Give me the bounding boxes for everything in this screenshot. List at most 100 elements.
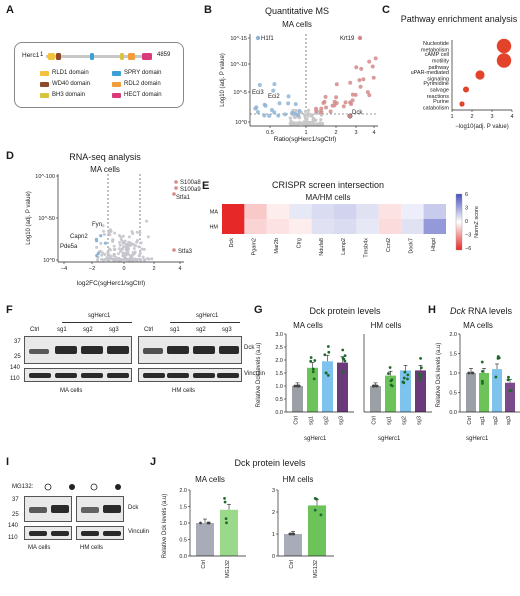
rnaseq-point	[102, 233, 106, 237]
bar-point	[506, 378, 510, 382]
rnaseq-point	[134, 258, 138, 262]
bar-ytick: 2.0	[179, 488, 187, 494]
blot-f-mw-110: 110	[10, 376, 20, 382]
heatmap-colorbar-tick: 6	[465, 192, 468, 198]
bar-point	[293, 384, 297, 388]
bar-point	[341, 348, 345, 352]
ms-point-ns	[303, 121, 307, 125]
ms-point-down	[290, 110, 295, 115]
blot-i-cells-left: MA cells	[28, 545, 51, 551]
blot-i-mw-37: 37	[12, 497, 19, 503]
bar-point	[403, 370, 407, 374]
blot-i-ma-vinculin	[24, 526, 72, 540]
bar-category-label: sg3	[506, 416, 512, 425]
rnaseq-point	[134, 244, 138, 248]
rnaseq-point	[146, 235, 150, 239]
ms-point-up	[322, 99, 327, 104]
bar-point	[225, 521, 228, 525]
rnaseq-point	[137, 245, 141, 249]
g-title: Dck protein levels	[309, 306, 381, 316]
bar-point	[224, 517, 228, 521]
ms-point-down	[276, 113, 281, 118]
rnaseq-point	[141, 255, 145, 259]
panel-label-g: G	[254, 304, 263, 316]
g-group-left: sgHerc1	[304, 436, 327, 442]
heatmap-col-label: Hbgd	[431, 238, 437, 251]
bar-ytick: 3.0	[275, 332, 283, 338]
heatmap-row-label: MA	[210, 210, 219, 216]
legend-swatch	[112, 70, 121, 76]
bar	[196, 523, 214, 556]
bar-point	[419, 366, 423, 370]
ms-point-ns	[318, 121, 322, 125]
rnaseq-point	[95, 245, 99, 249]
panel-label-e: E	[202, 180, 210, 192]
rnaseq-label-fyn: Fyn	[92, 222, 102, 228]
rnaseq-point	[108, 228, 112, 232]
bar-point	[471, 371, 475, 375]
bar-point	[494, 375, 498, 379]
rnaseq-point	[103, 252, 107, 256]
heatmap-col-label: Ccnl2	[386, 238, 392, 252]
ms-point-down	[262, 113, 267, 118]
bar-point	[309, 359, 313, 363]
bar-ytick: 1.5	[449, 352, 457, 358]
rnaseq-point	[102, 258, 106, 262]
j-sub-hm: HM cells	[282, 475, 314, 484]
rnaseq-point	[143, 258, 147, 262]
g-bar-chart: Relative Dck levels (a.u) Ctrl sg1 sg2 sg3 0.…	[256, 332, 432, 425]
ms-point-down	[267, 113, 272, 118]
pathway-title: Pathway enrichment analysis	[400, 14, 518, 24]
ms-point-ns	[306, 114, 310, 118]
rnaseq-point	[102, 229, 106, 233]
bar-category-label: sg3	[417, 416, 423, 425]
ms-point-ns	[305, 117, 309, 121]
heatmap-colorbar-title: NormZ score	[474, 206, 480, 238]
bar	[337, 362, 348, 412]
j-title: Dck protein levels	[234, 458, 306, 468]
bar-ytick: 1.0	[275, 384, 283, 390]
heatmap-cell	[311, 219, 334, 234]
bar-point	[309, 356, 313, 359]
ms-point-dck	[347, 113, 353, 119]
rnaseq-point	[145, 257, 149, 261]
bar	[385, 375, 396, 412]
ms-point-up	[361, 77, 366, 82]
bar-point	[223, 500, 227, 504]
heatmap-colorbar-tick: 3	[465, 206, 468, 212]
ms-point-down	[253, 106, 258, 111]
heatmap-cell	[222, 204, 245, 219]
blot-f-hm-vinculin	[138, 368, 242, 382]
pathway-category-label: Nucleotide	[423, 41, 449, 47]
blot-i-mw-110: 110	[8, 535, 18, 541]
rnaseq-volcano-plot: −4 −2 0 2 4 10^-100 10^-50 10^0 Log10 (adj. P va…	[26, 174, 201, 272]
ms-point-up	[334, 95, 339, 100]
bar-ytick: 0.5	[449, 391, 457, 397]
bar-ytick: 2.5	[275, 345, 283, 351]
rnaseq-point	[101, 224, 105, 228]
bar-point	[341, 370, 345, 374]
bar-ytick: 0.5	[275, 397, 283, 403]
rnaseq-point	[112, 244, 116, 248]
ms-point-up	[371, 75, 376, 80]
bar	[322, 361, 333, 412]
rnaseq-label-stfa1: Stfa1	[176, 195, 191, 201]
ms-point-up	[319, 110, 324, 115]
bar-point	[417, 372, 421, 376]
pathway-category-label: uPAR-mediated	[411, 70, 449, 76]
blot-f-group-right-line	[170, 322, 240, 323]
ms-point-down	[257, 83, 262, 88]
crispr-title: CRISPR screen intersection	[271, 180, 385, 190]
pathway-category-label: Pyrimidine	[423, 81, 449, 87]
legend-label: SPRY domain	[124, 70, 162, 76]
ms-ytick: 10^-15	[230, 36, 247, 42]
bar-point	[509, 388, 513, 392]
rnaseq-point	[138, 251, 142, 255]
bar-point	[313, 497, 317, 500]
panel-label-d: D	[6, 150, 14, 162]
protein-end: 4859	[157, 52, 171, 58]
h-group: sgHerc1	[466, 436, 489, 442]
blot-f-lane-label: sg2	[196, 327, 206, 333]
bar-point	[387, 372, 390, 375]
blot-f-lane-label: sg3	[109, 327, 119, 333]
